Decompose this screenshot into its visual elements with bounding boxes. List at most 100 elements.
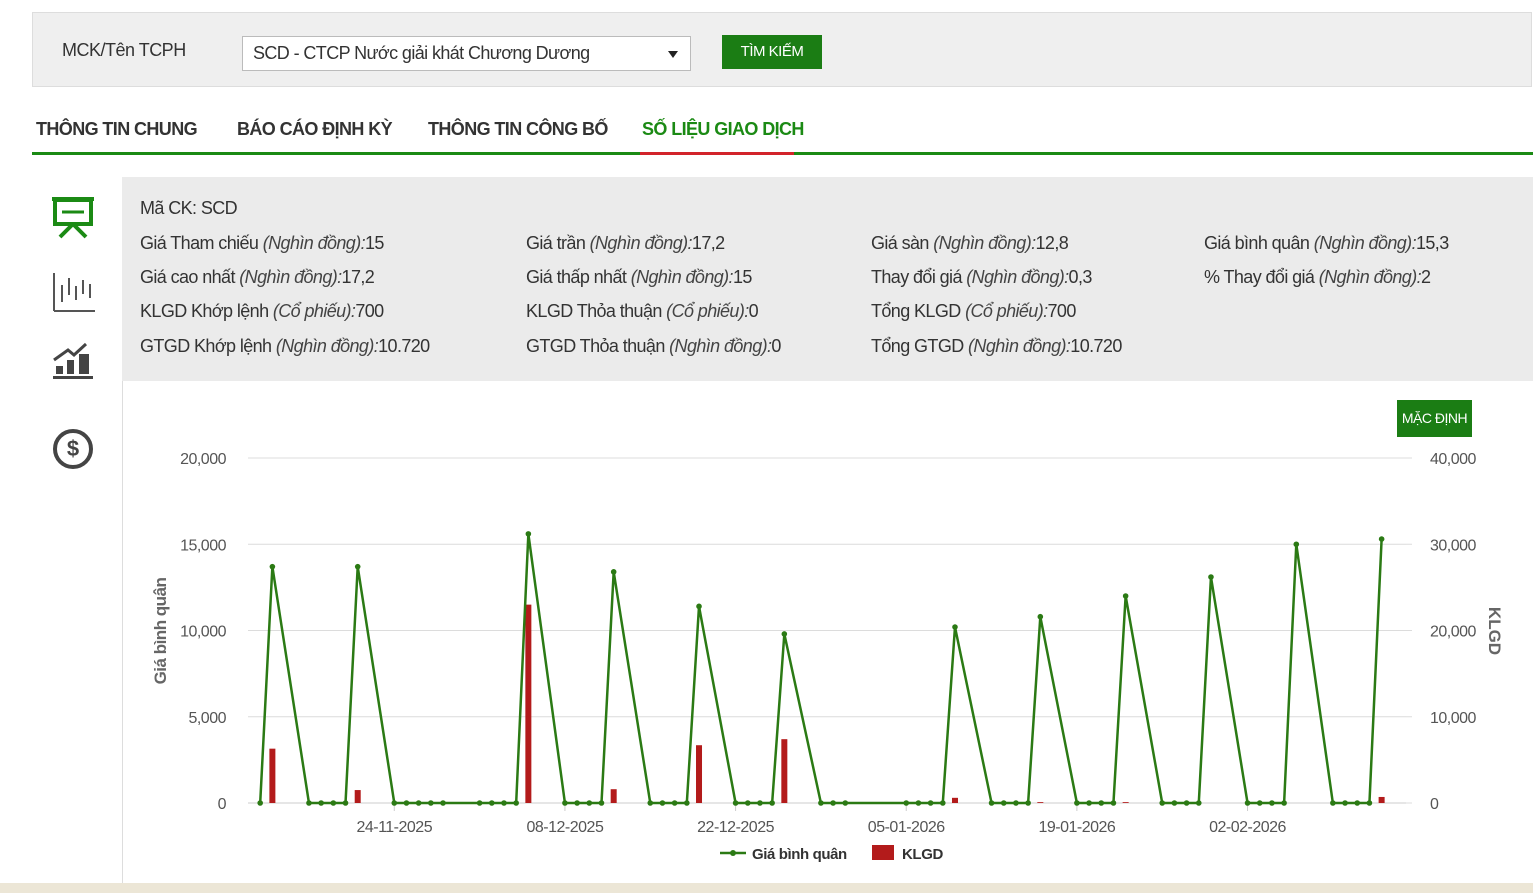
point xyxy=(781,631,788,637)
info-field: KLGD Thỏa thuận (Cổ phiếu):0 xyxy=(526,301,759,322)
point xyxy=(269,563,276,570)
x-tick-label: 08-12-2025 xyxy=(527,819,604,836)
point xyxy=(586,800,593,806)
point xyxy=(1171,800,1178,806)
point xyxy=(1183,800,1190,806)
field-label: Tổng KLGD xyxy=(871,301,961,321)
reset-button[interactable]: MẶC ĐỊNH xyxy=(1397,400,1472,437)
bar xyxy=(781,739,788,803)
active-tab-indicator xyxy=(640,152,794,155)
point xyxy=(1281,800,1287,806)
field-unit: (Cổ phiếu): xyxy=(666,301,749,321)
info-field: Tổng KLGD (Cổ phiếu):700 xyxy=(871,301,1076,322)
point xyxy=(1013,800,1019,806)
point xyxy=(1037,613,1044,620)
info-field: Thay đổi giá (Nghìn đồng):0,3 xyxy=(871,267,1092,288)
point xyxy=(671,800,678,806)
x-tick-label: 02-02-2026 xyxy=(1209,819,1286,836)
bar xyxy=(1122,802,1129,803)
field-value: 0 xyxy=(748,301,759,321)
x-tick-label: 19-01-2026 xyxy=(1038,819,1115,836)
bar xyxy=(354,790,361,803)
field-label: % Thay đổi giá xyxy=(1204,267,1315,287)
point xyxy=(488,800,495,806)
y-tick-label: 0 xyxy=(218,796,227,813)
y2-tick-label: 40,000 xyxy=(1430,451,1477,468)
point xyxy=(769,800,775,806)
point xyxy=(1098,800,1105,806)
field-value: 15 xyxy=(732,267,752,287)
info-field: Giá thấp nhất (Nghìn đồng):15 xyxy=(526,267,752,288)
legend-label[interactable]: KLGD xyxy=(902,846,944,863)
point xyxy=(1086,800,1092,806)
point xyxy=(903,800,910,806)
bar xyxy=(1037,802,1044,803)
info-field: % Thay đổi giá (Nghìn đồng):2 xyxy=(1204,267,1431,288)
point xyxy=(562,800,568,806)
x-tick-label: 24-11-2025 xyxy=(356,819,432,836)
sidebar-icons: $ xyxy=(52,197,95,469)
x-tick-label: 05-01-2026 xyxy=(868,819,945,836)
field-value: 0,3 xyxy=(1068,267,1093,287)
growth-icon[interactable] xyxy=(53,342,93,379)
field-unit: (Nghìn đồng): xyxy=(589,233,693,253)
point xyxy=(440,800,446,806)
point xyxy=(988,800,995,806)
field-value: 700 xyxy=(1047,301,1077,321)
point xyxy=(1195,800,1202,806)
field-value: 2 xyxy=(1421,267,1431,287)
point xyxy=(513,800,519,806)
presentation-icon[interactable] xyxy=(52,197,94,239)
tab[interactable]: THÔNG TIN CHUNG xyxy=(36,119,198,139)
field-label: Thay đổi giá xyxy=(871,267,962,287)
point xyxy=(342,800,349,806)
point xyxy=(1354,800,1361,806)
point xyxy=(952,624,958,630)
field-unit: (Nghìn đồng): xyxy=(968,336,1071,356)
point xyxy=(1159,800,1166,806)
y-tick-label: 20,000 xyxy=(180,451,227,468)
bar xyxy=(951,797,958,803)
point xyxy=(927,800,934,806)
point xyxy=(354,563,361,570)
field-label: Giá trần xyxy=(526,233,586,253)
field-value: 10.720 xyxy=(378,336,430,356)
company-select[interactable]: SCD - CTCP Nước giải khát Chương Dương xyxy=(242,36,691,71)
field-value: 17,2 xyxy=(341,267,375,287)
point xyxy=(1256,800,1263,806)
legend-label[interactable]: Giá bình quân xyxy=(752,846,847,863)
point xyxy=(1330,800,1336,806)
tab[interactable]: SỐ LIỆU GIAO DỊCH xyxy=(642,119,804,139)
footer-strip xyxy=(0,883,1533,893)
tab[interactable]: THÔNG TIN CÔNG BỐ xyxy=(428,119,608,139)
point xyxy=(1293,541,1300,548)
point xyxy=(1122,593,1129,599)
field-value: 15 xyxy=(365,233,384,253)
tab[interactable]: BÁO CÁO ĐỊNH KỲ xyxy=(237,119,393,139)
field-value: 17,2 xyxy=(691,233,725,253)
point xyxy=(257,800,263,806)
y2-tick-label: 20,000 xyxy=(1430,624,1477,641)
point xyxy=(610,569,617,575)
field-label: Giá thấp nhất xyxy=(526,267,627,287)
field-unit: (Nghìn đồng): xyxy=(275,336,379,356)
point xyxy=(318,800,324,806)
point xyxy=(647,800,654,806)
point xyxy=(574,800,580,806)
y2-axis-title: KLGD xyxy=(1485,607,1504,655)
y2-tick-label: 30,000 xyxy=(1430,537,1477,554)
candles-icon[interactable] xyxy=(53,273,95,312)
svg-text:$: $ xyxy=(67,436,79,461)
point xyxy=(428,800,434,806)
search-button[interactable]: TÌM KIẾM xyxy=(722,35,822,69)
x-tick-label: 22-12-2025 xyxy=(697,819,774,836)
info-field: Giá sàn (Nghìn đồng):12,8 xyxy=(871,233,1069,254)
point xyxy=(330,800,337,806)
dollar-icon[interactable]: $ xyxy=(53,429,93,469)
info-field: Giá bình quân (Nghìn đồng):15,3 xyxy=(1204,233,1449,254)
field-value: 0 xyxy=(771,336,781,356)
y-tick-label: 5,000 xyxy=(188,710,226,727)
point xyxy=(659,800,666,806)
